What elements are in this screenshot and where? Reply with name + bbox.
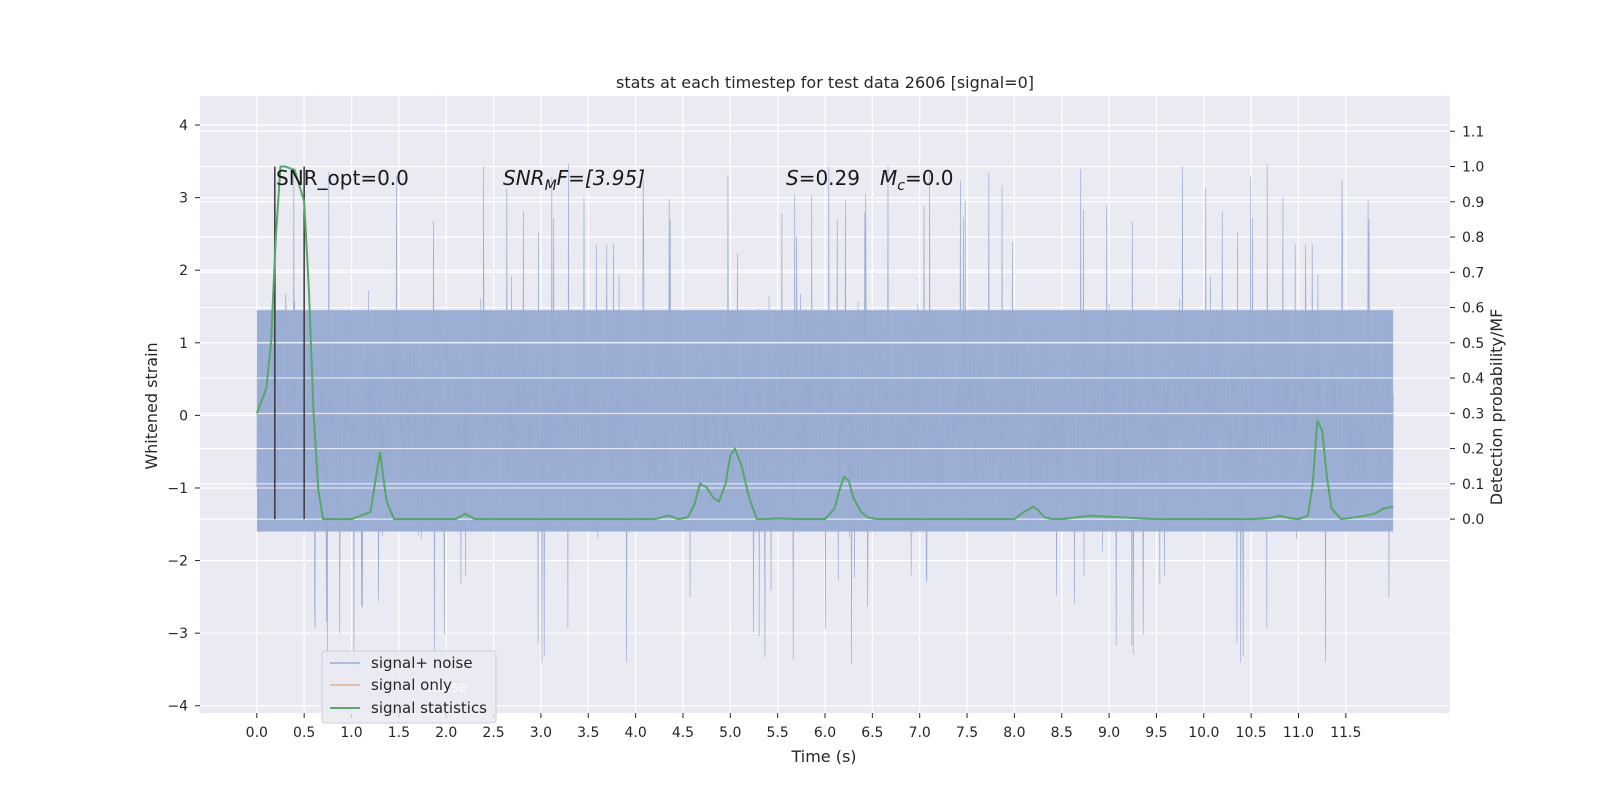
annotation-snr-mf-rest: F=[3.95]	[557, 166, 645, 190]
y-tick-label: 1	[179, 336, 188, 352]
legend-label-signal-noise: signal+ noise	[371, 654, 473, 672]
y-tick-label: −1	[167, 481, 188, 497]
x-tick-label: 11.5	[1330, 725, 1361, 741]
signal-statistics-line	[255, 165, 1394, 521]
x-tick-label: 3.0	[530, 725, 552, 741]
annotation-mc-sub: c	[897, 178, 905, 194]
annotation-mc-value: =0.0	[905, 166, 954, 190]
y-tick-label: 3	[179, 191, 188, 207]
x-tick-label: 2.0	[435, 725, 457, 741]
x-axis-label: Time (s)	[790, 747, 856, 766]
x-tick-label: 8.5	[1051, 725, 1073, 741]
y-tick-label: −3	[167, 626, 188, 642]
signal-statistics-series	[255, 165, 1394, 521]
annotation-s-var: S	[786, 166, 799, 190]
noise-band	[256, 310, 1394, 532]
x-tick-label: 6.0	[814, 725, 836, 741]
legend: noise signal+ noise signal only signal s…	[321, 650, 497, 724]
chart-title: stats at each timestep for test data 260…	[616, 73, 1034, 92]
y-tick-label: 2	[179, 263, 188, 279]
legend-ghost-text: noise	[428, 678, 468, 696]
y-right-tick-label: 0.8	[1462, 230, 1484, 246]
y-axis-label: Whitened strain	[142, 342, 161, 469]
annotation-mc-var: M	[880, 166, 897, 190]
x-tick-label: 1.5	[388, 725, 410, 741]
annotation-snr-mf: SNRMF=[3.95]	[503, 166, 645, 194]
x-tick-label: 11.0	[1283, 725, 1314, 741]
annotation-s-value: =0.29	[799, 166, 860, 190]
x-tick-label: 5.5	[767, 725, 789, 741]
x-tick-label: 9.0	[1098, 725, 1120, 741]
x-axis-ticks: 0.0 0.5 1.0 1.5 2.0 2.5 3.0 3.5 4.0 4.5 5.0 5.5 6.0 6…	[246, 713, 1361, 741]
y-right-tick-label: 0.0	[1462, 512, 1484, 528]
annotation-s: S=0.29	[786, 166, 860, 190]
legend-label-signal-only: signal only	[371, 676, 452, 694]
annotation-snr-mf-sub: M	[545, 178, 557, 194]
y-tick-label: −2	[167, 554, 188, 570]
x-tick-label: 6.5	[861, 725, 883, 741]
x-tick-label: 7.0	[909, 725, 931, 741]
x-tick-label: 1.0	[340, 725, 362, 741]
y-axis-ticks: 4 3 2 1 0 −1 −2 −3 −4	[167, 118, 200, 715]
x-tick-label: 4.0	[624, 725, 646, 741]
y-right-tick-label: 0.9	[1462, 195, 1484, 211]
y-axis-right-label: Detection probability/MF	[1487, 309, 1506, 506]
y-right-tick-label: 0.6	[1462, 301, 1484, 317]
x-tick-label: 8.0	[1003, 725, 1025, 741]
y-right-tick-label: 1.0	[1462, 160, 1484, 176]
annotation-mc: Mc=0.0	[880, 166, 954, 194]
x-tick-label: 10.5	[1236, 725, 1267, 741]
legend-label-signal-statistics: signal statistics	[371, 699, 487, 717]
y-right-tick-label: 0.1	[1462, 477, 1484, 493]
y-right-tick-label: 0.7	[1462, 265, 1484, 281]
x-tick-label: 2.5	[482, 725, 504, 741]
y-right-tick-label: 0.5	[1462, 336, 1484, 352]
y-tick-label: −4	[167, 699, 188, 715]
y-tick-label: 0	[179, 408, 188, 424]
annotation-snr-mf-base: SNR	[503, 166, 545, 190]
y-right-tick-label: 0.3	[1462, 406, 1484, 422]
y-right-tick-label: 0.2	[1462, 442, 1484, 458]
y-right-tick-label: 1.1	[1462, 124, 1484, 140]
x-tick-label: 7.5	[956, 725, 978, 741]
x-tick-label: 4.5	[672, 725, 694, 741]
x-tick-label: 9.5	[1145, 725, 1167, 741]
x-tick-label: 5.0	[719, 725, 741, 741]
x-tick-label: 3.5	[577, 725, 599, 741]
annotation-snr-opt: SNR_opt=0.0	[276, 166, 409, 190]
x-tick-label: 0.0	[246, 725, 268, 741]
x-tick-label: 10.0	[1188, 725, 1219, 741]
y-axis-right-ticks: 1.1 1.0 0.9 0.8 0.7 0.6 0.5 0.4 0.3 0.2 0.1 0.0	[1450, 124, 1484, 528]
y-right-tick-label: 0.4	[1462, 371, 1484, 387]
y-tick-label: 4	[179, 118, 188, 134]
legend-box	[321, 650, 497, 724]
vertical-markers	[274, 166, 305, 520]
x-tick-label: 0.5	[293, 725, 315, 741]
